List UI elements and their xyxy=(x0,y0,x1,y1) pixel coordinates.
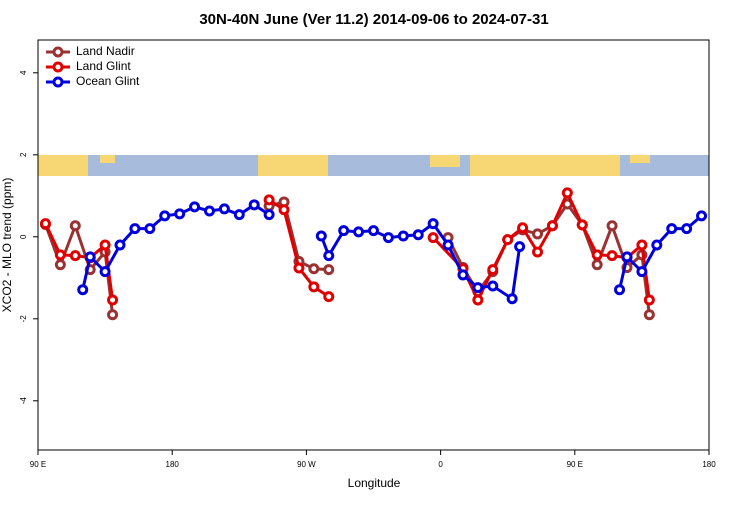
data-point xyxy=(144,223,156,235)
data-point xyxy=(159,210,171,222)
data-point xyxy=(681,223,693,235)
data-point xyxy=(308,281,320,293)
data-point xyxy=(39,218,51,230)
x-tick-label: 180 xyxy=(702,460,716,469)
data-point xyxy=(263,194,275,206)
y-tick-label: -2 xyxy=(19,315,28,323)
data-point xyxy=(323,264,335,276)
data-point xyxy=(487,264,499,276)
x-axis-label: Longitude xyxy=(348,476,401,490)
legend-marker xyxy=(52,46,64,58)
data-point xyxy=(651,239,663,251)
data-point xyxy=(174,208,186,220)
data-point xyxy=(278,204,290,216)
data-point xyxy=(54,259,66,271)
y-axis-label: XCO2 - MLO trend (ppm) xyxy=(0,178,14,313)
data-point xyxy=(308,263,320,275)
plot-frame xyxy=(37,39,710,451)
data-point xyxy=(129,223,141,235)
data-point xyxy=(643,309,655,321)
y-tick-label: 4 xyxy=(19,70,28,75)
data-point xyxy=(487,280,499,292)
map-land xyxy=(38,155,88,176)
data-point xyxy=(315,230,327,242)
legend-label: Land Nadir xyxy=(76,44,135,58)
data-point xyxy=(69,250,81,262)
data-point xyxy=(99,266,111,278)
x-tick-label: 180 xyxy=(166,460,180,469)
data-point xyxy=(397,230,409,242)
map-land xyxy=(100,155,115,163)
data-point xyxy=(643,294,655,306)
data-point xyxy=(606,220,618,232)
data-point xyxy=(323,291,335,303)
data-point xyxy=(472,282,484,294)
data-point xyxy=(84,251,96,263)
data-point xyxy=(636,266,648,278)
data-point xyxy=(532,246,544,258)
legend-marker xyxy=(52,61,64,73)
data-point xyxy=(368,225,379,237)
data-point xyxy=(69,220,81,232)
data-point xyxy=(666,223,678,235)
data-point xyxy=(591,249,603,261)
data-point xyxy=(107,309,119,321)
data-point xyxy=(107,294,119,306)
data-point xyxy=(517,222,529,234)
y-tick-label: 0 xyxy=(19,234,28,239)
map-land xyxy=(630,155,650,163)
data-point xyxy=(233,209,245,221)
data-point xyxy=(293,262,305,274)
x-tick-label: 90 E xyxy=(30,460,46,469)
data-point xyxy=(412,229,424,241)
data-point xyxy=(514,241,526,253)
data-point xyxy=(77,284,89,296)
legend-label: Land Glint xyxy=(76,59,131,73)
data-point xyxy=(576,219,588,231)
data-point xyxy=(218,203,230,215)
map-land xyxy=(470,155,620,176)
data-point xyxy=(203,205,215,217)
legend-marker xyxy=(52,76,64,88)
data-point xyxy=(636,239,648,251)
legend-label: Ocean Glint xyxy=(76,74,140,88)
data-point xyxy=(502,234,514,246)
y-tick-label: -4 xyxy=(19,397,28,405)
data-point xyxy=(696,210,708,222)
data-point xyxy=(427,232,439,244)
data-point xyxy=(606,250,618,262)
data-point xyxy=(546,220,558,232)
map-land xyxy=(258,155,328,176)
map-strip xyxy=(38,155,709,176)
x-tick-label: 90 E xyxy=(567,460,583,469)
map-land xyxy=(430,155,460,167)
data-point xyxy=(263,209,275,221)
data-point xyxy=(114,239,126,251)
data-point xyxy=(472,294,484,306)
data-point xyxy=(561,187,573,199)
data-point xyxy=(614,284,626,296)
data-point xyxy=(338,225,350,237)
data-point xyxy=(506,293,518,305)
data-point xyxy=(323,250,335,262)
chart-title: 30N-40N June (Ver 11.2) 2014-09-06 to 20… xyxy=(199,11,548,28)
data-point xyxy=(621,251,633,263)
data-point xyxy=(532,228,544,240)
data-point xyxy=(353,226,365,238)
data-point xyxy=(427,218,439,230)
data-point xyxy=(457,269,469,281)
y-tick-label: 2 xyxy=(19,152,28,157)
data-point xyxy=(591,259,603,271)
data-point xyxy=(54,249,66,261)
data-point xyxy=(189,201,201,213)
data-point xyxy=(442,239,454,251)
x-tick-label: 90 W xyxy=(297,460,316,469)
data-point xyxy=(382,232,394,244)
x-tick-label: 0 xyxy=(438,460,443,469)
data-point xyxy=(248,199,260,211)
data-point xyxy=(99,239,111,251)
